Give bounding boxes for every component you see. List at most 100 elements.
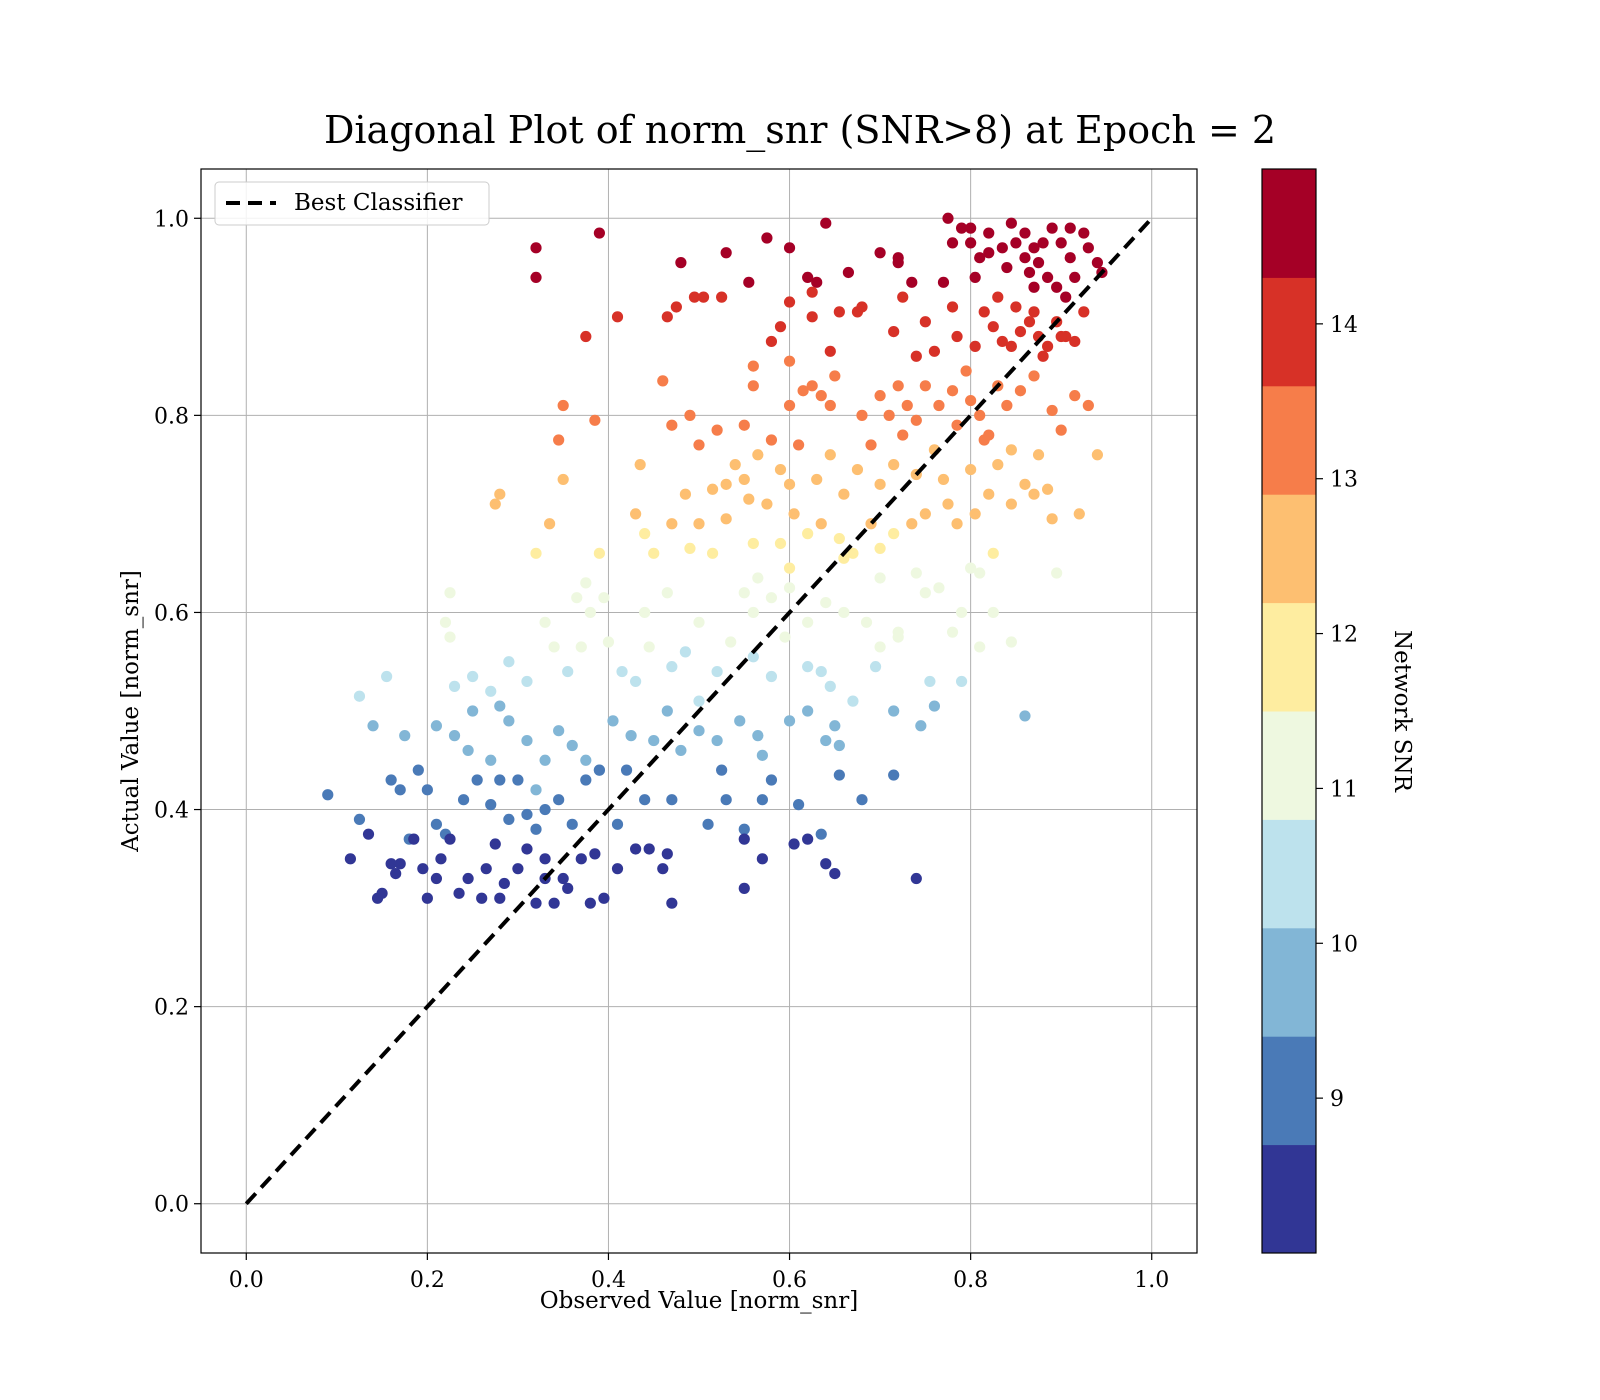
colorbar-segment [1262, 711, 1316, 820]
scatter-point [955, 675, 968, 688]
scatter-point [580, 577, 592, 589]
scatter-point [806, 311, 818, 323]
scatter-point [1037, 237, 1049, 249]
scatter-point [634, 459, 646, 471]
scatter-point [910, 872, 922, 885]
x-tick-label: 0.8 [953, 1268, 988, 1293]
scatter-point [580, 754, 592, 766]
scatter-point [802, 833, 814, 845]
scatter-point [430, 818, 443, 830]
scatter-point [639, 794, 651, 806]
scatter-point [439, 616, 452, 628]
scatter-point [539, 616, 551, 628]
scatter-point [720, 247, 732, 259]
scatter-point [897, 429, 909, 441]
scatter-point [1010, 237, 1022, 249]
scatter-point [838, 606, 850, 619]
scatter-point [756, 794, 768, 806]
scatter-point [874, 247, 886, 259]
scatter-point [593, 547, 606, 559]
scatter-point [476, 892, 488, 904]
scatter-point [575, 853, 587, 865]
colorbar-tick-label: 12 [1330, 623, 1358, 648]
x-axis-label: Observed Value [norm_snr] [540, 1288, 858, 1314]
colorbar-segment [1262, 1036, 1316, 1146]
scatter-point [562, 665, 574, 678]
x-tick-label: 0.6 [772, 1268, 807, 1293]
colorbar-segment [1262, 494, 1316, 604]
scatter-point [589, 414, 601, 426]
scatter-point [620, 764, 633, 776]
scatter-point [557, 473, 569, 486]
scatter-point [512, 863, 524, 875]
scatter-point [883, 409, 895, 421]
scatter-point [580, 330, 592, 343]
scatter-point [630, 675, 642, 688]
scatter-point [978, 434, 990, 446]
scatter-point [666, 518, 678, 530]
scatter-point [951, 419, 963, 431]
scatter-point [385, 858, 397, 870]
scatter-point [788, 838, 800, 850]
scatter-point [897, 291, 909, 303]
scatter-point [530, 547, 542, 559]
scatter-point [679, 646, 692, 658]
scatter-point [965, 562, 977, 574]
scatter-point [697, 291, 710, 303]
scatter-point [716, 291, 728, 303]
scatter-point [1046, 404, 1058, 417]
scatter-point [788, 508, 800, 520]
scatter-point [1032, 257, 1045, 269]
scatter-point [734, 715, 746, 727]
scatter-point [706, 483, 719, 495]
scatter-point [394, 858, 406, 870]
scatter-point [675, 257, 687, 269]
scatter-point [448, 730, 461, 742]
scatter-point [919, 380, 931, 392]
scatter-point [485, 799, 497, 811]
scatter-point [1046, 513, 1058, 525]
scatter-point [946, 385, 959, 397]
y-tick-label: 0.2 [154, 996, 189, 1021]
scatter-point [539, 803, 551, 816]
scatter-point [385, 774, 397, 786]
scatter-point [779, 631, 791, 643]
scatter-point [1005, 498, 1017, 510]
scatter-point [399, 730, 411, 742]
scatter-point [711, 424, 723, 436]
scatter-point [756, 749, 768, 761]
scatter-point [616, 665, 628, 678]
scatter-point [738, 473, 750, 486]
scatter-point [906, 518, 918, 530]
scatter-point [797, 385, 809, 397]
scatter-point [344, 853, 356, 865]
scatter-point [1028, 488, 1040, 500]
scatter-point [874, 390, 886, 402]
scatter-point [530, 897, 542, 909]
scatter-point [729, 459, 741, 471]
scatter-point [684, 409, 696, 421]
scatter-point [693, 695, 705, 707]
scatter-point [820, 217, 832, 229]
scatter-point [815, 518, 827, 530]
scatter-point [974, 409, 986, 421]
scatter-point [1042, 271, 1054, 283]
scatter-point [430, 872, 443, 885]
scatter-point [1019, 478, 1031, 490]
x-tick-label: 0.0 [229, 1268, 264, 1293]
scatter-point [820, 734, 832, 747]
scatter-point [856, 794, 868, 806]
scatter-point [521, 843, 533, 855]
y-tick-label: 0.6 [154, 601, 189, 626]
scatter-point [987, 547, 999, 559]
scatter-point [589, 848, 601, 860]
scatter-point [1028, 370, 1040, 382]
scatter-point [530, 784, 542, 796]
scatter-point [553, 434, 565, 446]
scatter-point [820, 597, 832, 609]
scatter-point [557, 399, 569, 412]
scatter-point [1019, 227, 1031, 239]
scatter-point [462, 744, 474, 757]
scatter-point [811, 473, 823, 486]
scatter-point [421, 784, 433, 796]
